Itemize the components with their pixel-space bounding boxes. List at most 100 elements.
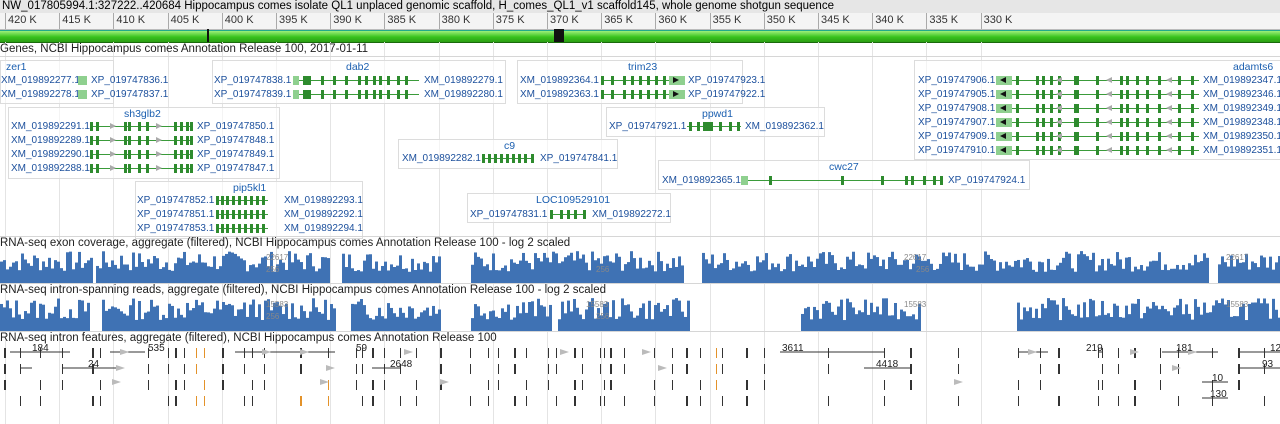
intron-feature-tick[interactable] (624, 396, 625, 406)
intron-feature-tick[interactable] (440, 380, 442, 390)
transcript-feature[interactable] (996, 76, 1199, 85)
transcript-label[interactable]: XM_019892363.1 (520, 89, 599, 100)
intron-feature-tick[interactable] (62, 380, 63, 390)
intron-feature-tick[interactable] (610, 348, 612, 358)
intron-feature-tick[interactable] (362, 348, 363, 358)
intron-feature-tick[interactable] (958, 348, 959, 358)
intron-feature-tick[interactable] (958, 364, 959, 374)
intron-feature-tick[interactable] (556, 364, 557, 374)
intron-feature-tick[interactable] (1018, 380, 1019, 390)
intron-feature-tick[interactable] (746, 348, 748, 358)
intron-feature-tick[interactable] (600, 396, 601, 406)
transcript-label[interactable]: XP_019747852.1 (137, 195, 215, 206)
intron-feature-tick[interactable] (264, 380, 265, 390)
protein-label[interactable]: XP_019747923.1 (688, 75, 766, 86)
intron-feature-tick[interactable] (244, 364, 245, 374)
intron-feature-tick[interactable] (20, 364, 21, 374)
transcript-label[interactable]: XM_019892282.1 (402, 153, 481, 164)
intron-feature-tick[interactable] (498, 364, 499, 374)
intron-feature-tick[interactable] (686, 396, 688, 406)
intron-feature-tick[interactable] (252, 380, 253, 390)
intron-feature-tick[interactable] (548, 348, 549, 358)
exon-coverage-track-title[interactable]: RNA-seq exon coverage, aggregate (filter… (0, 237, 571, 249)
transcript-feature[interactable] (482, 154, 534, 163)
intron-feature-tick[interactable] (184, 348, 185, 358)
intron-feature-tick[interactable] (416, 396, 417, 406)
coordinate-ruler[interactable]: 420 K 415 K 410 K 405 K 400 K 395 K 390 K 385 K… (0, 13, 1280, 30)
intron-feature-tick[interactable] (1102, 364, 1103, 374)
intron-feature-tick[interactable] (548, 380, 549, 390)
transcript-label[interactable]: XP_019747905.1 (918, 89, 996, 100)
intron-feature-tick[interactable] (4, 380, 6, 390)
intron-feature-tick[interactable] (604, 380, 605, 390)
intron-feature-tick[interactable] (175, 396, 177, 406)
intron-feature-tick[interactable] (716, 364, 717, 374)
gene-name-trim23[interactable]: trim23 (628, 61, 658, 73)
intron-reads-track-title[interactable]: RNA-seq intron-spanning reads, aggregate… (0, 284, 606, 296)
intron-feature-tick[interactable] (764, 364, 765, 374)
intron-feature-tick[interactable] (1238, 380, 1240, 390)
protein-label[interactable]: XP_019747836.1 (91, 75, 169, 86)
intron-feature-tick[interactable] (1118, 348, 1119, 358)
protein-label[interactable]: XP_019747837.1 (91, 89, 169, 100)
intron-feature-tick[interactable] (746, 396, 748, 406)
intron-feature-tick[interactable] (582, 348, 583, 358)
protein-label[interactable]: XP_019747848.1 (197, 135, 275, 146)
intron-feature-tick[interactable] (92, 364, 94, 374)
transcript-feature[interactable] (293, 90, 419, 99)
intron-feature-tick[interactable] (672, 380, 673, 390)
transcript-label[interactable]: XP_019747907.1 (918, 117, 996, 128)
intron-feature-tick[interactable] (604, 396, 605, 406)
intron-feature-tick[interactable] (672, 364, 673, 374)
intron-feature-tick[interactable] (624, 348, 625, 358)
transcript-label[interactable]: XM_019892365.1 (662, 175, 741, 186)
intron-feature-tick[interactable] (498, 380, 499, 390)
intron-feature-tick[interactable] (556, 396, 557, 406)
intron-feature-tick[interactable] (148, 364, 149, 374)
intron-feature-tick[interactable] (716, 348, 717, 358)
transcript-label[interactable]: XM_019892289.1 (11, 135, 90, 146)
intron-feature-tick[interactable] (40, 380, 41, 390)
intron-feature-tick[interactable] (1102, 380, 1103, 390)
intron-feature-tick[interactable] (362, 396, 363, 406)
transcript-label[interactable]: XM_019892277.1 (1, 75, 80, 86)
intron-feature-tick[interactable] (526, 348, 527, 358)
protein-label[interactable]: XP_019747924.1 (948, 175, 1026, 186)
intron-feature-tick[interactable] (722, 348, 723, 358)
intron-feature-tick[interactable] (328, 396, 329, 406)
transcript-label[interactable]: XP_019747908.1 (918, 103, 996, 114)
intron-feature-tick[interactable] (4, 348, 6, 358)
intron-feature-tick[interactable] (488, 396, 489, 406)
transcript-label[interactable]: XM_019892278.1 (1, 89, 80, 100)
intron-feature-tick[interactable] (204, 380, 205, 390)
intron-feature-tick[interactable] (244, 396, 245, 406)
transcript-label[interactable]: XP_019747906.1 (918, 75, 996, 86)
intron-feature-tick[interactable] (1160, 364, 1161, 374)
intron-feature-tick[interactable] (252, 396, 253, 406)
genes-track-title[interactable]: Genes, NCBI Hippocampus comes Annotation… (0, 43, 369, 55)
intron-feature-tick[interactable] (400, 348, 401, 358)
intron-feature-tick[interactable] (1178, 396, 1179, 406)
intron-feature-tick[interactable] (582, 380, 583, 390)
transcript-label[interactable]: XM_019892272.1 (592, 209, 671, 220)
intron-feature-tick[interactable] (372, 396, 374, 406)
intron-feature-tick[interactable] (884, 380, 885, 390)
gene-cwc27[interactable]: cwc27 (658, 160, 1030, 190)
intron-feature-tick[interactable] (548, 364, 549, 374)
gene-name-cwc27[interactable]: cwc27 (829, 161, 859, 173)
protein-label[interactable]: XM_019892347.1 (1203, 75, 1280, 86)
gene-trim23[interactable]: trim23 (517, 60, 743, 104)
intron-feature-tick[interactable] (764, 348, 765, 358)
intron-feature-tick[interactable] (362, 364, 363, 374)
transcript-feature[interactable] (550, 210, 586, 219)
gene-name-dab2[interactable]: dab2 (346, 61, 370, 73)
intron-feature-tick[interactable] (20, 348, 21, 358)
intron-feature-tick[interactable] (400, 396, 401, 406)
intron-feature-tick[interactable] (514, 364, 516, 374)
intron-feature-tick[interactable] (828, 396, 829, 406)
intron-feature-tick[interactable] (764, 380, 765, 390)
intron-spanning-reads-graph[interactable] (0, 298, 1280, 332)
intron-feature-tick[interactable] (556, 348, 557, 358)
intron-feature-tick[interactable] (722, 396, 723, 406)
intron-feature-tick[interactable] (1178, 364, 1179, 374)
